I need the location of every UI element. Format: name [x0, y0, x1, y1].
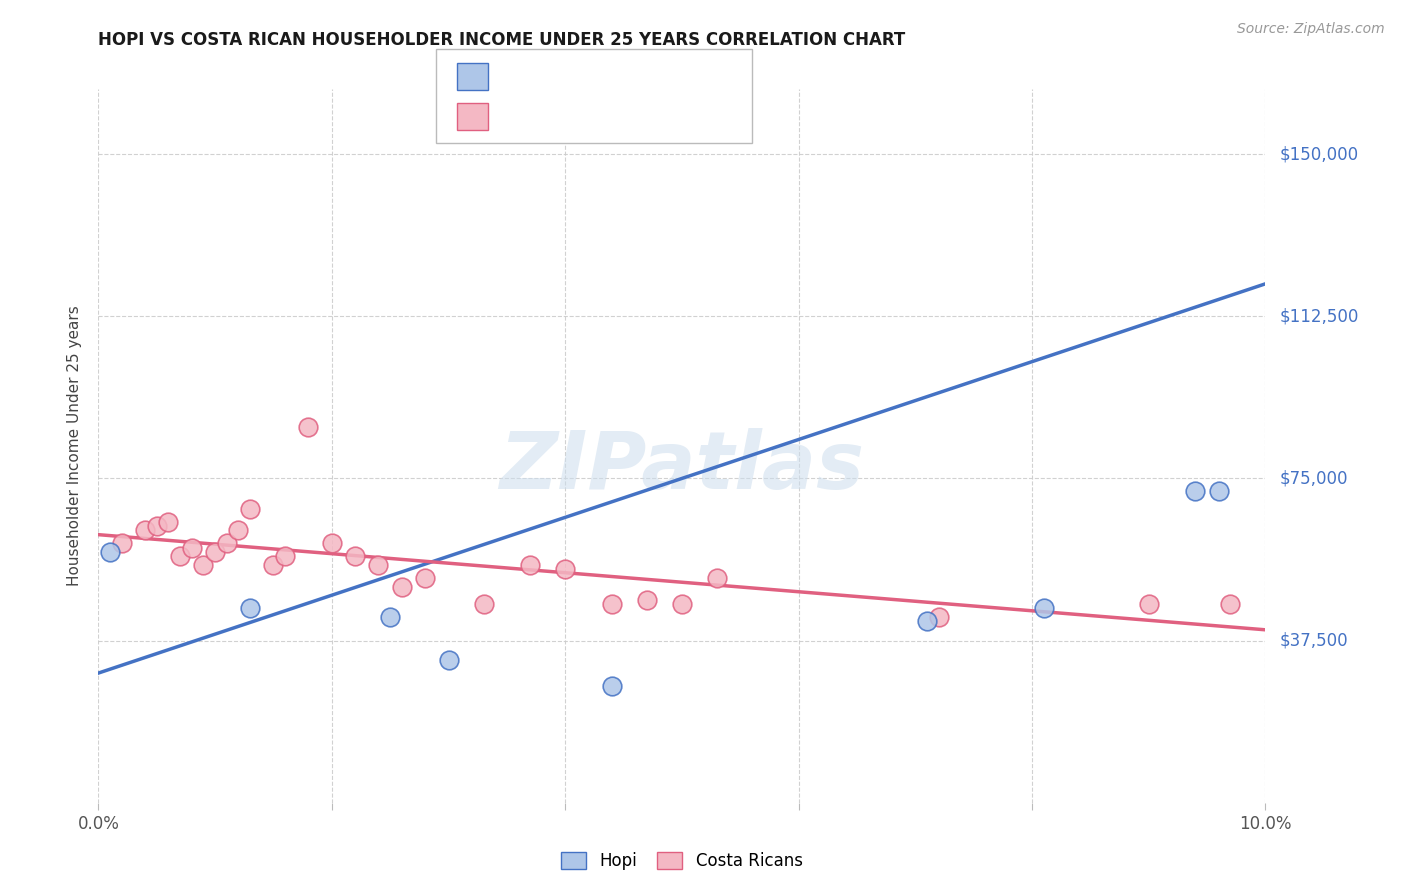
Text: $112,500: $112,500 [1279, 307, 1358, 326]
Point [215, 536, 238, 550]
Point [193, 558, 215, 572]
Point [228, 524, 250, 538]
Point [519, 558, 541, 572]
Point [437, 653, 460, 667]
Point [1137, 597, 1160, 611]
Point [321, 536, 343, 550]
Point [378, 610, 402, 624]
Point [367, 558, 389, 572]
Point [344, 549, 367, 564]
Text: $75,000: $75,000 [1279, 469, 1348, 487]
Point [1184, 484, 1206, 499]
Point [134, 524, 156, 538]
Point [413, 571, 436, 585]
Point [600, 679, 623, 693]
Point [157, 515, 180, 529]
Text: R =: R = [499, 69, 533, 84]
Point [915, 614, 938, 628]
Text: HOPI VS COSTA RICAN HOUSEHOLDER INCOME UNDER 25 YEARS CORRELATION CHART: HOPI VS COSTA RICAN HOUSEHOLDER INCOME U… [98, 31, 905, 49]
Text: $37,500: $37,500 [1279, 632, 1348, 649]
Y-axis label: Householder Income Under 25 years: Householder Income Under 25 years [67, 306, 83, 586]
Text: Source: ZipAtlas.com: Source: ZipAtlas.com [1237, 22, 1385, 37]
Point [706, 571, 728, 585]
Text: 9: 9 [644, 69, 655, 84]
Point [391, 580, 413, 594]
Point [472, 597, 495, 611]
Point [204, 545, 226, 559]
Point [671, 597, 693, 611]
Point [98, 545, 121, 559]
Text: N =: N = [600, 69, 644, 84]
Point [262, 558, 284, 572]
Text: -0.236: -0.236 [541, 109, 596, 124]
Point [180, 541, 202, 555]
Point [928, 610, 950, 624]
Point [239, 601, 262, 615]
Point [297, 419, 319, 434]
Legend: Hopi, Costa Ricans: Hopi, Costa Ricans [554, 845, 810, 877]
Point [239, 501, 262, 516]
Text: ZIPatlas: ZIPatlas [499, 428, 865, 507]
Text: N =: N = [614, 109, 658, 124]
Text: 0.484: 0.484 [541, 69, 589, 84]
Point [554, 562, 576, 576]
Point [274, 549, 297, 564]
Point [1219, 597, 1241, 611]
Point [111, 536, 134, 550]
Text: R =: R = [499, 109, 533, 124]
Point [146, 519, 169, 533]
Point [636, 592, 658, 607]
Point [600, 597, 623, 611]
Point [1032, 601, 1054, 615]
Point [169, 549, 191, 564]
Text: 29: 29 [658, 109, 679, 124]
Text: $150,000: $150,000 [1279, 145, 1358, 163]
Point [1208, 484, 1230, 499]
